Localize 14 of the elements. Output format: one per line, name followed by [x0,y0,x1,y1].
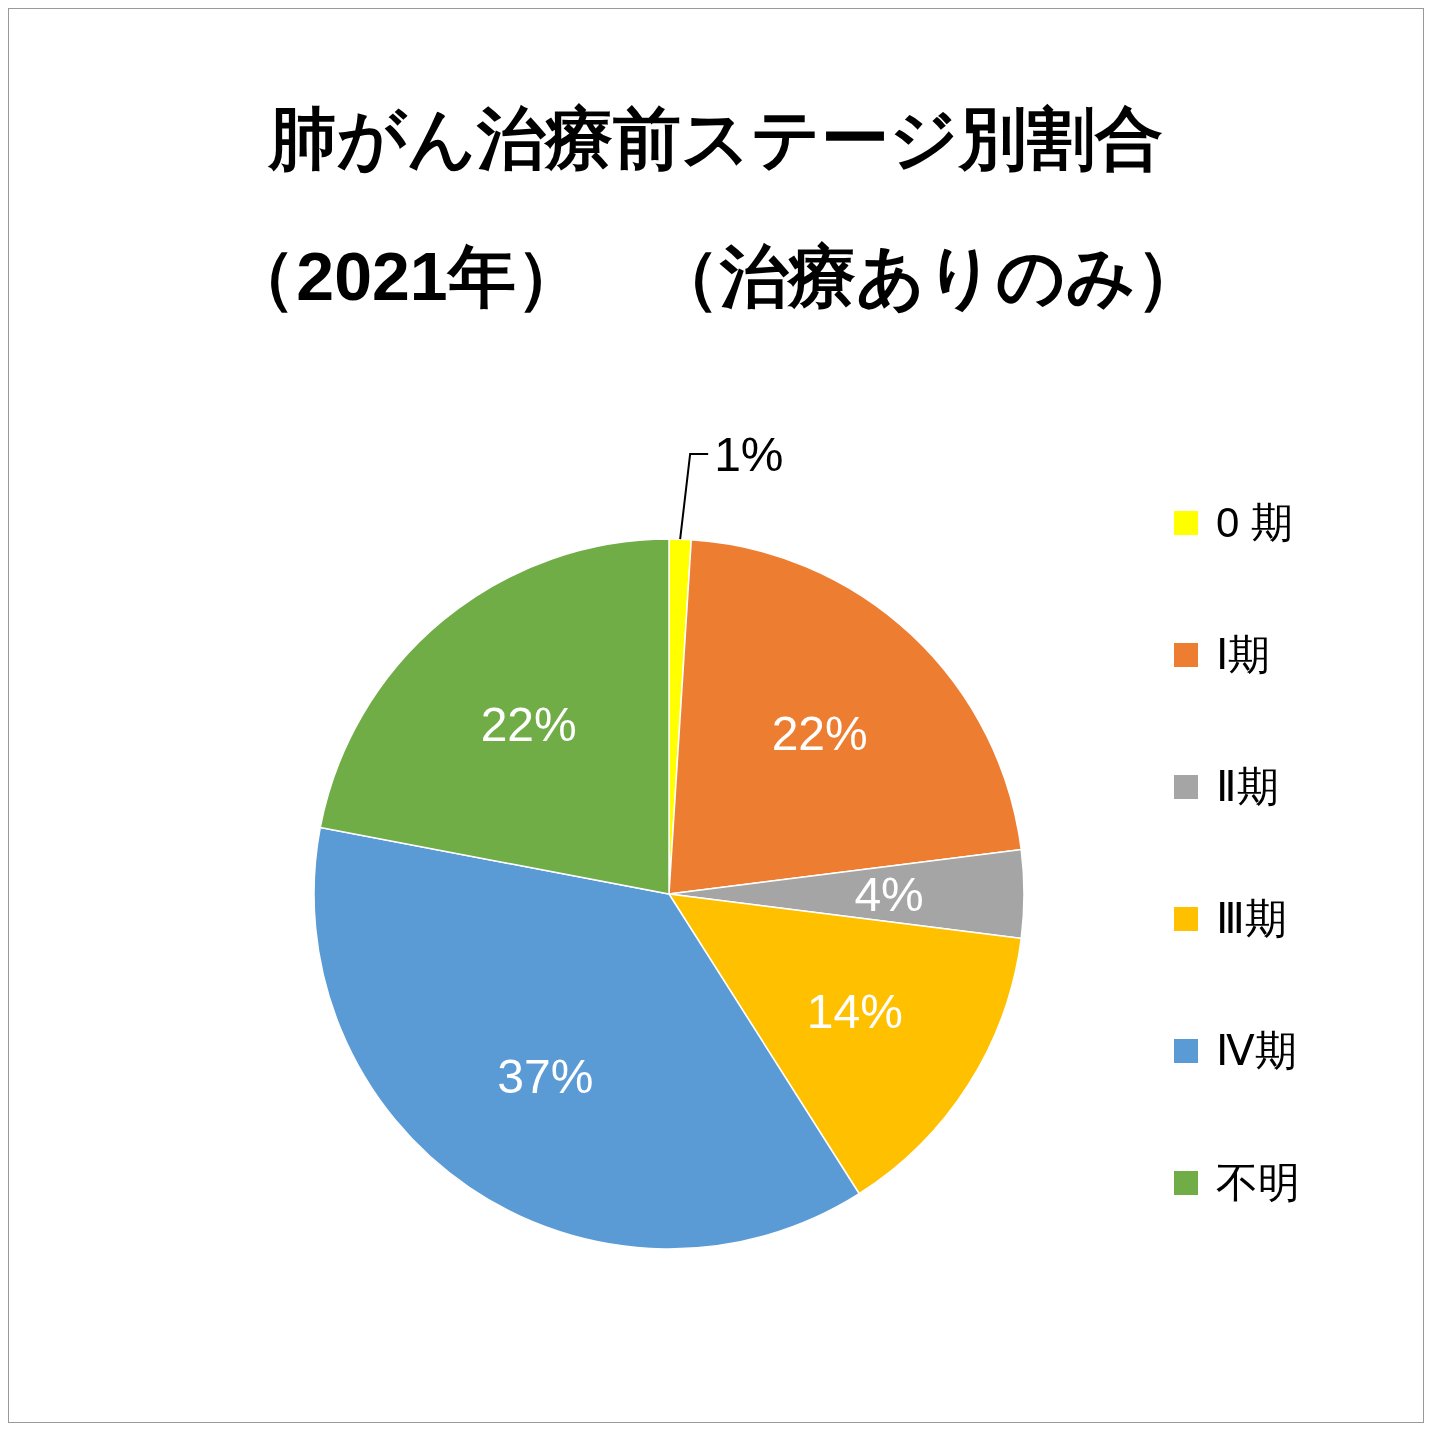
legend-label: Ⅰ期 [1216,630,1271,680]
legend-label: 0 期 [1216,498,1294,548]
legend-label: Ⅳ期 [1216,1026,1297,1076]
data-label: 22% [480,697,577,751]
legend-label: Ⅲ期 [1216,894,1287,944]
data-label: 22% [771,707,868,761]
legend-label: Ⅱ期 [1216,762,1279,812]
data-label: 37% [497,1049,594,1103]
data-label: 14% [806,985,903,1039]
chart-subtitle: （2021年） （治療ありのみ） [227,237,1205,316]
data-label: 1% [714,427,784,481]
legend-label: 不明 [1216,1158,1300,1208]
chart-title: 肺がん治療前ステージ別割合 [267,99,1164,178]
data-label: 4% [854,867,924,921]
